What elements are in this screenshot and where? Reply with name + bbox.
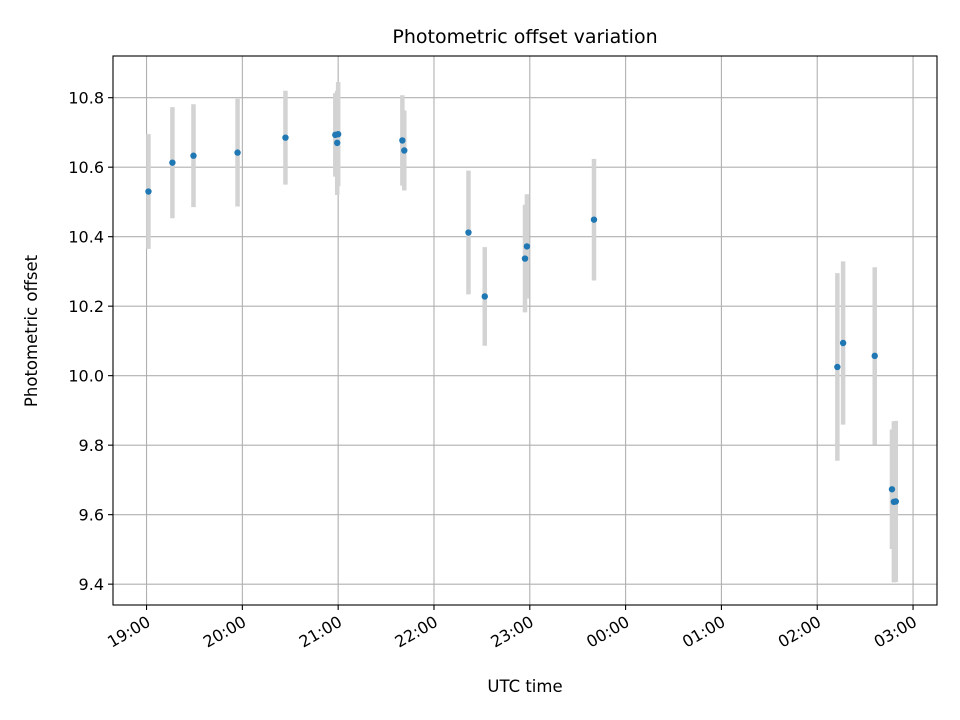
data-point [465,229,472,236]
data-point [521,255,529,262]
data-point [334,130,342,138]
y-tick-label: 9.4 [79,575,104,594]
data-point [871,352,878,360]
data-point [282,134,289,141]
y-tick-label: 9.6 [79,506,104,525]
chart-title: Photometric offset variation [392,26,657,48]
data-points [145,130,899,506]
y-tick-label: 10.4 [68,228,104,247]
data-point [481,293,488,300]
plot-frame [112,55,938,606]
data-point [145,188,152,195]
data-point [334,139,341,147]
data-point [834,363,841,371]
data-point [888,486,896,493]
data-point [190,152,197,159]
data-point [523,243,531,250]
y-tick-label: 10.0 [68,367,104,386]
x-axis-label: UTC time [487,677,562,696]
data-point [590,216,598,223]
data-point [234,149,241,156]
y-tick-label: 10.2 [68,297,104,316]
data-point [892,498,899,505]
y-tick-label: 10.6 [68,158,104,177]
y-axis-label: Photometric offset [22,254,41,407]
data-point [839,339,847,347]
y-tick-label: 10.8 [68,89,104,108]
data-point [399,137,406,144]
data-point [401,147,408,154]
data-point [169,159,176,166]
y-tick-label: 9.8 [79,436,104,455]
